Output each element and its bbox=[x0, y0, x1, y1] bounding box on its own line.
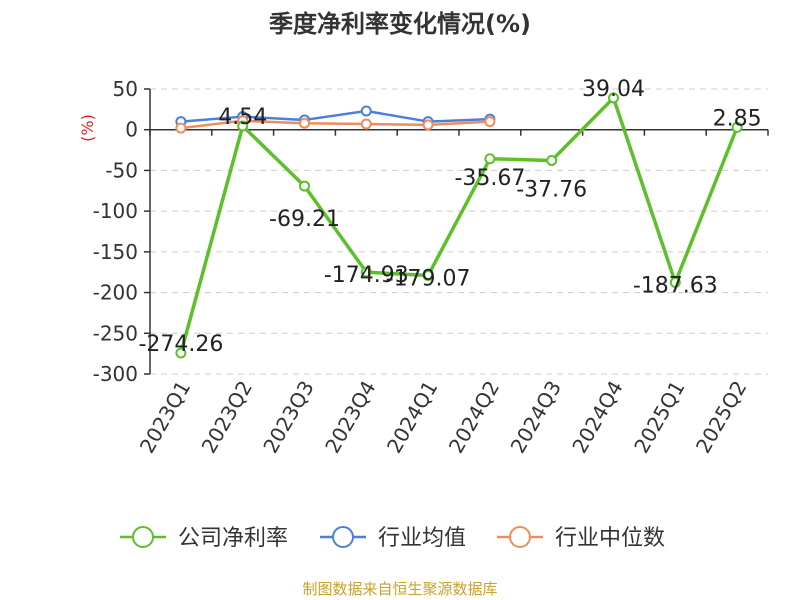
x-tick-label: 2023Q3 bbox=[258, 377, 318, 458]
data-label: 39.04 bbox=[582, 77, 645, 102]
data-label: -35.67 bbox=[454, 166, 525, 191]
series-point bbox=[484, 153, 496, 165]
x-tick-label: 2024Q4 bbox=[567, 377, 627, 458]
data-label: -37.76 bbox=[516, 177, 587, 202]
legend-label: 行业均值 bbox=[378, 526, 466, 551]
legend-marker bbox=[509, 526, 531, 548]
data-label: -179.07 bbox=[386, 267, 471, 292]
x-tick-label: 2023Q1 bbox=[135, 377, 195, 458]
series-line-2 bbox=[180, 119, 490, 130]
series-point bbox=[422, 270, 434, 282]
series-point bbox=[299, 180, 310, 192]
x-tick-label: 2024Q3 bbox=[506, 377, 566, 458]
series-line-0 bbox=[179, 96, 739, 354]
series-point bbox=[608, 92, 619, 104]
x-tick-label: 2023Q4 bbox=[320, 377, 380, 458]
x-tick-label: 2024Q1 bbox=[382, 376, 442, 457]
legend-marker bbox=[332, 526, 354, 548]
series-point bbox=[360, 118, 372, 130]
y-tick-label: -300 bbox=[93, 362, 138, 386]
y-tick-label: -100 bbox=[93, 199, 138, 223]
series-point bbox=[237, 120, 249, 132]
y-tick-label: 50 bbox=[113, 77, 138, 101]
series-point bbox=[175, 122, 187, 134]
y-tick-label: -200 bbox=[93, 281, 138, 305]
series-point bbox=[299, 117, 310, 129]
legend: 公司净利率 行业均值 行业中位数 bbox=[120, 526, 665, 551]
x-tick-label: 2023Q2 bbox=[197, 377, 257, 458]
series-point bbox=[422, 119, 434, 131]
series-point bbox=[175, 347, 187, 359]
grid-layer bbox=[150, 88, 768, 375]
series-point bbox=[360, 266, 372, 278]
data-label: -174.93 bbox=[324, 263, 409, 288]
x-tick-label: 2024Q2 bbox=[444, 377, 504, 458]
y-tick-label: -50 bbox=[105, 158, 138, 182]
series-point bbox=[484, 116, 496, 128]
series-line-1 bbox=[180, 109, 490, 123]
x-tick-label: 2025Q2 bbox=[691, 377, 751, 458]
series-point bbox=[360, 105, 372, 117]
data-label: -274.26 bbox=[138, 332, 223, 357]
data-label: -69.21 bbox=[269, 207, 340, 232]
x-tick-label: 2025Q1 bbox=[629, 377, 689, 458]
data-label: 4.54 bbox=[218, 105, 267, 130]
legend-label: 行业中位数 bbox=[555, 526, 665, 551]
chart-title: 季度净利率变化情况(%) bbox=[269, 10, 531, 38]
series-point bbox=[546, 154, 558, 166]
legend-label: 公司净利率 bbox=[178, 526, 288, 551]
y-axis-label: (%) bbox=[78, 114, 97, 142]
series-point bbox=[731, 121, 743, 133]
data-label-layer: -274.26 4.54 -69.21 -174.93-179.07 -35.67-37… bbox=[138, 77, 761, 357]
source-note: 制图数据来自恒生聚源数据库 bbox=[302, 580, 497, 598]
y-tick-label: -250 bbox=[93, 321, 138, 345]
series-point bbox=[669, 276, 681, 288]
data-label: 2.85 bbox=[713, 106, 762, 131]
y-tick-label: 0 bbox=[125, 118, 138, 142]
data-label: -187.63 bbox=[633, 273, 718, 298]
series-layer bbox=[175, 92, 743, 359]
y-tick-label: -150 bbox=[93, 240, 138, 264]
legend-marker bbox=[132, 526, 154, 548]
